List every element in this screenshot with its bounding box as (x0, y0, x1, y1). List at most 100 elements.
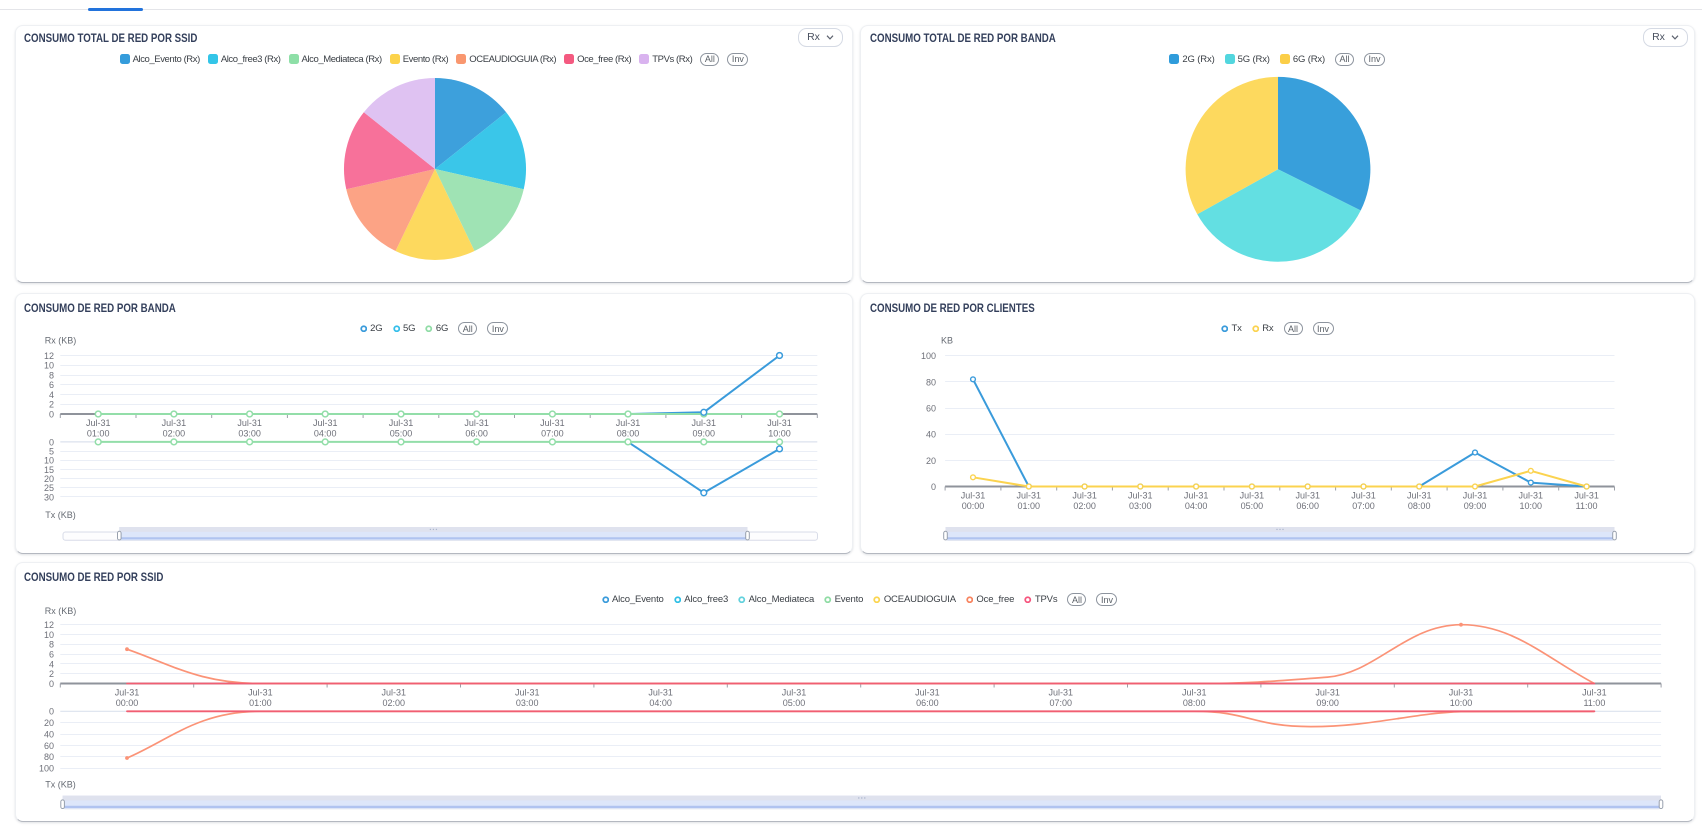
svg-text:04:00: 04:00 (649, 698, 672, 708)
svg-text:10: 10 (44, 360, 54, 370)
svg-text:09:00: 09:00 (693, 428, 716, 438)
svg-text:60: 60 (925, 403, 935, 413)
svg-text:04:00: 04:00 (1184, 501, 1207, 511)
svg-text:10: 10 (44, 455, 54, 465)
svg-text:Jul-31: Jul-31 (115, 688, 140, 698)
svg-text:6: 6 (49, 650, 54, 660)
svg-text:Jul-31: Jul-31 (767, 418, 792, 428)
svg-text:06:00: 06:00 (916, 698, 939, 708)
svg-text:05:00: 05:00 (783, 698, 806, 708)
svg-text:Jul-31: Jul-31 (1183, 490, 1208, 500)
svg-text:80: 80 (925, 377, 935, 387)
svg-text:4: 4 (49, 659, 54, 669)
svg-text:03:00: 03:00 (238, 428, 261, 438)
svg-text:Jul-31: Jul-31 (960, 490, 985, 500)
svg-text:05:00: 05:00 (390, 428, 413, 438)
svg-text:30: 30 (44, 492, 54, 502)
svg-text:2: 2 (49, 669, 54, 679)
svg-text:40: 40 (44, 729, 54, 739)
svg-text:Tx (KB): Tx (KB) (45, 780, 76, 790)
svg-text:00:00: 00:00 (116, 698, 139, 708)
svg-text:40: 40 (925, 429, 935, 439)
svg-text:60: 60 (44, 741, 54, 751)
svg-text:8: 8 (49, 370, 54, 380)
svg-text:Jul-31: Jul-31 (1239, 490, 1264, 500)
svg-text:Jul-31: Jul-31 (86, 418, 111, 428)
svg-text:11:00: 11:00 (1583, 698, 1605, 708)
svg-text:02:00: 02:00 (163, 428, 186, 438)
svg-text:0: 0 (49, 679, 54, 689)
svg-text:07:00: 07:00 (1050, 698, 1073, 708)
svg-text:Jul-31: Jul-31 (389, 418, 414, 428)
svg-text:KB: KB (940, 335, 952, 345)
svg-text:100: 100 (920, 351, 935, 361)
svg-text:02:00: 02:00 (383, 698, 406, 708)
svg-text:03:00: 03:00 (1129, 501, 1152, 511)
svg-text:Jul-31: Jul-31 (1295, 490, 1320, 500)
svg-text:25: 25 (44, 483, 54, 493)
svg-text:08:00: 08:00 (1407, 501, 1430, 511)
svg-text:03:00: 03:00 (516, 698, 539, 708)
svg-text:Jul-31: Jul-31 (237, 418, 262, 428)
svg-text:10:00: 10:00 (768, 428, 791, 438)
svg-text:01:00: 01:00 (87, 428, 110, 438)
svg-text:Jul-31: Jul-31 (162, 418, 187, 428)
svg-text:Jul-31: Jul-31 (1128, 490, 1153, 500)
svg-text:20: 20 (925, 455, 935, 465)
svg-text:0: 0 (49, 707, 54, 717)
svg-text:Jul-31: Jul-31 (1049, 688, 1074, 698)
svg-text:15: 15 (44, 464, 54, 474)
svg-text:6: 6 (49, 380, 54, 390)
svg-text:100: 100 (39, 764, 54, 774)
svg-text:Rx (KB): Rx (KB) (45, 606, 77, 616)
svg-text:06:00: 06:00 (1296, 501, 1319, 511)
svg-text:Jul-31: Jul-31 (915, 688, 940, 698)
svg-text:12: 12 (44, 350, 54, 360)
svg-text:10:00: 10:00 (1450, 698, 1473, 708)
svg-text:10:00: 10:00 (1519, 501, 1542, 511)
svg-text:01:00: 01:00 (249, 698, 272, 708)
svg-text:05:00: 05:00 (1240, 501, 1263, 511)
svg-text:Jul-31: Jul-31 (1518, 490, 1543, 500)
svg-text:Jul-31: Jul-31 (1574, 490, 1599, 500)
svg-text:11:00: 11:00 (1575, 501, 1597, 511)
svg-text:0: 0 (49, 437, 54, 447)
svg-text:09:00: 09:00 (1316, 698, 1339, 708)
svg-text:Jul-31: Jul-31 (616, 418, 641, 428)
svg-text:Jul-31: Jul-31 (313, 418, 338, 428)
svg-text:Jul-31: Jul-31 (1315, 688, 1340, 698)
svg-text:Jul-31: Jul-31 (1582, 688, 1607, 698)
svg-text:12: 12 (44, 620, 54, 630)
svg-text:20: 20 (44, 718, 54, 728)
svg-text:Jul-31: Jul-31 (1016, 490, 1041, 500)
svg-text:01:00: 01:00 (1017, 501, 1040, 511)
svg-text:Jul-31: Jul-31 (464, 418, 489, 428)
svg-text:Rx (KB): Rx (KB) (45, 335, 77, 345)
svg-text:06:00: 06:00 (465, 428, 488, 438)
svg-text:Jul-31: Jul-31 (692, 418, 717, 428)
svg-text:Jul-31: Jul-31 (1449, 688, 1474, 698)
svg-text:5: 5 (49, 446, 54, 456)
svg-text:Jul-31: Jul-31 (515, 688, 540, 698)
svg-text:Jul-31: Jul-31 (1182, 688, 1207, 698)
svg-text:Jul-31: Jul-31 (382, 688, 407, 698)
svg-text:10: 10 (44, 630, 54, 640)
svg-text:Jul-31: Jul-31 (1406, 490, 1431, 500)
svg-text:08:00: 08:00 (1183, 698, 1206, 708)
svg-text:2: 2 (49, 399, 54, 409)
svg-text:08:00: 08:00 (617, 428, 640, 438)
svg-text:20: 20 (44, 474, 54, 484)
svg-text:Jul-31: Jul-31 (1351, 490, 1376, 500)
svg-text:Jul-31: Jul-31 (540, 418, 565, 428)
svg-text:02:00: 02:00 (1073, 501, 1096, 511)
svg-text:09:00: 09:00 (1463, 501, 1486, 511)
svg-text:Jul-31: Jul-31 (648, 688, 673, 698)
svg-text:Jul-31: Jul-31 (782, 688, 807, 698)
svg-text:8: 8 (49, 640, 54, 650)
svg-text:Jul-31: Jul-31 (1072, 490, 1097, 500)
svg-text:Jul-31: Jul-31 (1462, 490, 1487, 500)
svg-text:0: 0 (930, 481, 935, 491)
svg-text:0: 0 (49, 409, 54, 419)
svg-text:80: 80 (44, 752, 54, 762)
svg-text:07:00: 07:00 (541, 428, 564, 438)
